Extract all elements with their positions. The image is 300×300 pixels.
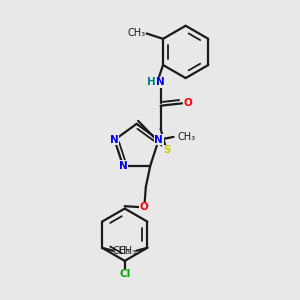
Text: S: S [163, 145, 170, 155]
Text: CH₃: CH₃ [178, 132, 196, 142]
Text: N: N [110, 135, 119, 145]
Text: N: N [118, 161, 127, 171]
Text: O: O [140, 202, 149, 212]
Text: N: N [154, 135, 163, 145]
Text: Cl: Cl [119, 269, 130, 279]
Text: CH₃: CH₃ [113, 246, 131, 256]
Text: H: H [147, 77, 155, 87]
Text: CH₃: CH₃ [118, 246, 136, 256]
Text: N: N [156, 77, 165, 87]
Text: O: O [184, 98, 192, 108]
Text: CH₃: CH₃ [127, 28, 145, 38]
